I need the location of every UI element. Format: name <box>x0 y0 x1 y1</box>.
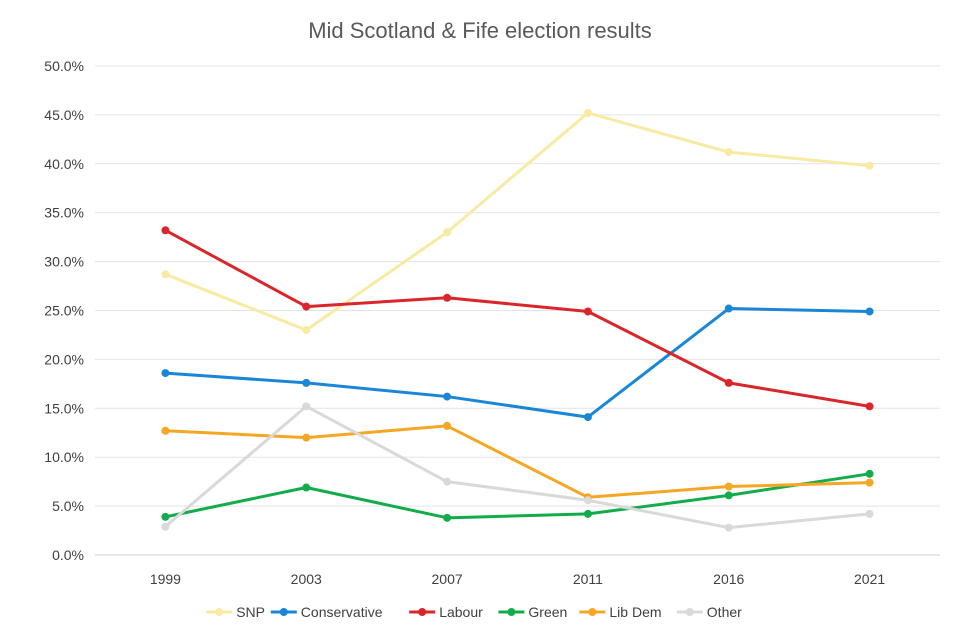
y-tick-label: 25.0% <box>44 303 84 319</box>
series-conservative <box>161 304 874 422</box>
legend-label: Conservative <box>301 604 383 620</box>
data-point <box>865 478 874 487</box>
legend-label: Lib Dem <box>609 604 661 620</box>
x-tick-label: 2016 <box>713 571 744 587</box>
x-tick-label: 2011 <box>573 571 603 587</box>
data-point <box>583 509 592 518</box>
series-other <box>161 402 874 532</box>
data-point <box>161 369 170 378</box>
series-line <box>164 228 870 408</box>
legend: SNP Conservative Labour Green Lib Dem Other <box>206 604 742 620</box>
legend-marker <box>507 608 516 616</box>
data-point <box>724 482 733 491</box>
data-point <box>865 469 874 478</box>
y-tick-label: 30.0% <box>44 254 84 270</box>
legend-marker <box>418 608 427 616</box>
data-point <box>865 402 874 411</box>
data-point <box>302 433 311 442</box>
data-point <box>443 392 452 401</box>
legend-marker <box>215 608 224 616</box>
x-tick-label: 2021 <box>854 571 885 587</box>
data-point <box>161 512 170 521</box>
legend-marker <box>279 608 288 616</box>
data-point <box>724 304 733 313</box>
data-point <box>583 307 592 316</box>
data-point <box>302 402 311 411</box>
y-tick-label: 15.0% <box>44 400 84 416</box>
y-tick-label: 40.0% <box>44 156 84 172</box>
data-point <box>302 302 311 311</box>
data-point <box>724 148 733 157</box>
data-point <box>443 477 452 486</box>
y-tick-label: 45.0% <box>44 107 84 123</box>
series-lines <box>161 108 874 532</box>
data-point <box>724 523 733 532</box>
x-tick-label: 2007 <box>432 571 463 587</box>
y-tick-label: 20.0% <box>44 351 84 367</box>
legend-label: Green <box>528 604 567 620</box>
data-point <box>302 326 311 335</box>
series-line <box>165 472 870 520</box>
legend-marker <box>685 608 694 616</box>
x-tick-label: 2003 <box>291 571 322 587</box>
series-snp <box>161 108 874 335</box>
data-point <box>583 496 592 505</box>
series-lib-dem <box>161 421 874 502</box>
chart-title: Mid Scotland & Fife election results <box>308 18 652 43</box>
series-line <box>165 424 870 499</box>
series-line <box>164 111 870 332</box>
y-tick-label: 35.0% <box>44 205 84 221</box>
legend-item: SNP <box>206 604 265 620</box>
series-line <box>164 404 870 530</box>
legend-label: Labour <box>439 604 483 620</box>
legend-label: Other <box>707 604 742 620</box>
data-point <box>865 161 874 170</box>
data-point <box>302 378 311 387</box>
data-point <box>865 509 874 518</box>
legend-item: Conservative <box>270 604 383 620</box>
y-tick-label: 5.0% <box>52 498 84 514</box>
y-tick-label: 10.0% <box>44 449 84 465</box>
data-point <box>302 483 311 492</box>
data-point <box>443 513 452 522</box>
gridlines <box>95 65 940 556</box>
data-point <box>724 491 733 500</box>
data-point <box>443 228 452 237</box>
x-axis: 1999 2003 2007 2011 2016 2021 <box>150 571 886 587</box>
legend-marker <box>588 608 597 616</box>
y-tick-label: 0.0% <box>52 547 84 563</box>
legend-item: Labour <box>409 604 483 620</box>
data-point <box>161 226 170 235</box>
x-tick-label: 1999 <box>150 571 181 587</box>
series-labour <box>161 226 874 411</box>
data-point <box>161 522 170 531</box>
data-point <box>161 270 170 279</box>
y-tick-label: 50.0% <box>44 58 84 74</box>
data-point <box>161 426 170 435</box>
legend-label: SNP <box>236 604 265 620</box>
data-point <box>724 378 733 387</box>
series-line <box>165 307 870 419</box>
data-point <box>443 421 452 430</box>
legend-item: Other <box>676 604 742 620</box>
data-point <box>443 293 452 302</box>
legend-item: Lib Dem <box>579 604 662 620</box>
legend-item: Green <box>498 604 567 620</box>
series-green <box>161 469 874 522</box>
y-axis: 0.0% 5.0% 10.0% 15.0% 20.0% 25.0% 30.0% 35.0% 40… <box>44 58 84 563</box>
data-point <box>583 108 592 117</box>
data-point <box>865 307 874 316</box>
data-point <box>583 413 592 422</box>
